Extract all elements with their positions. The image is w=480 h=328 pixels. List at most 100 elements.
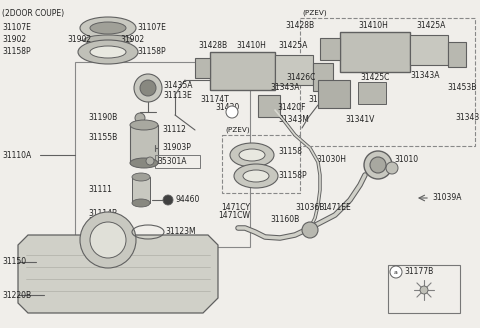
Text: 31110A: 31110A: [2, 151, 31, 159]
Text: 31453B: 31453B: [447, 84, 476, 92]
Text: 31113E: 31113E: [163, 92, 192, 100]
Text: 31420F: 31420F: [277, 104, 306, 113]
Text: 31150: 31150: [2, 257, 26, 266]
Text: 31158P: 31158P: [2, 48, 31, 56]
Circle shape: [364, 151, 392, 179]
Circle shape: [140, 80, 156, 96]
Text: 31220B: 31220B: [2, 291, 31, 299]
Text: 35301A: 35301A: [157, 157, 187, 167]
Ellipse shape: [130, 158, 158, 168]
Text: 31123M: 31123M: [165, 228, 196, 236]
Bar: [313, 63, 333, 91]
Text: 31036B: 31036B: [295, 203, 324, 213]
Text: 31158P: 31158P: [278, 172, 307, 180]
Text: 31155B: 31155B: [88, 133, 117, 142]
Text: 1471CW: 1471CW: [218, 212, 250, 220]
Text: 31107E: 31107E: [2, 23, 31, 31]
Text: 31010: 31010: [394, 155, 418, 165]
Ellipse shape: [130, 120, 158, 130]
Ellipse shape: [90, 22, 126, 34]
Text: 1140NF: 1140NF: [328, 48, 358, 56]
Text: 31158: 31158: [278, 148, 302, 156]
Text: 31428B: 31428B: [198, 42, 227, 51]
Bar: [132, 177, 150, 203]
Bar: [75, 62, 250, 247]
Bar: [410, 35, 448, 65]
Bar: [340, 32, 410, 72]
Circle shape: [90, 222, 126, 258]
Bar: [448, 42, 466, 67]
Ellipse shape: [78, 40, 138, 64]
Text: 31902: 31902: [120, 35, 144, 45]
Text: 31160B: 31160B: [270, 215, 299, 224]
Circle shape: [80, 212, 136, 268]
Text: 31425A: 31425A: [416, 22, 445, 31]
Text: 31410H: 31410H: [358, 22, 388, 31]
Polygon shape: [18, 235, 218, 313]
Circle shape: [134, 74, 162, 102]
Bar: [300, 18, 475, 146]
Bar: [155, 155, 200, 168]
Bar: [320, 38, 340, 60]
Text: 31343M: 31343M: [278, 115, 309, 125]
Text: 31343A: 31343A: [270, 84, 300, 92]
Text: 31902: 31902: [2, 35, 26, 45]
Bar: [130, 125, 158, 163]
Ellipse shape: [132, 199, 150, 207]
Text: 31435A: 31435A: [163, 80, 192, 90]
Text: 31428B: 31428B: [286, 22, 315, 31]
Bar: [258, 95, 280, 117]
Text: a: a: [394, 270, 398, 275]
Text: 31174T: 31174T: [200, 95, 229, 105]
Text: 31343M: 31343M: [455, 113, 480, 122]
Bar: [195, 58, 210, 78]
Text: 31343A: 31343A: [410, 72, 440, 80]
Text: 31903P: 31903P: [162, 144, 191, 153]
Text: 31112: 31112: [162, 126, 186, 134]
Ellipse shape: [90, 46, 126, 58]
Text: 31453B: 31453B: [308, 95, 337, 105]
Bar: [222, 135, 300, 193]
Text: 31425C: 31425C: [360, 73, 389, 83]
Text: a: a: [230, 110, 234, 114]
Text: 31158P: 31158P: [137, 48, 166, 56]
Ellipse shape: [84, 35, 132, 45]
Bar: [388, 265, 460, 313]
Text: 31177B: 31177B: [404, 268, 433, 277]
Text: 31114B: 31114B: [88, 210, 117, 218]
Text: 31111: 31111: [88, 186, 112, 195]
Text: 31341V: 31341V: [345, 115, 374, 125]
Text: 94460: 94460: [175, 195, 199, 204]
Ellipse shape: [230, 143, 274, 167]
Bar: [275, 55, 313, 85]
Text: (PZEV): (PZEV): [302, 10, 326, 16]
Circle shape: [226, 106, 238, 118]
Text: (2DOOR COUPE): (2DOOR COUPE): [2, 9, 64, 18]
Bar: [318, 80, 350, 108]
Text: (PZEV): (PZEV): [225, 127, 250, 133]
Circle shape: [135, 113, 145, 123]
Text: 1471EE: 1471EE: [322, 203, 351, 213]
Ellipse shape: [234, 164, 278, 188]
Ellipse shape: [239, 149, 265, 161]
Ellipse shape: [243, 170, 269, 182]
Circle shape: [386, 162, 398, 174]
Text: 31039A: 31039A: [432, 194, 461, 202]
Circle shape: [370, 157, 386, 173]
Circle shape: [146, 157, 154, 165]
Text: 31190B: 31190B: [88, 113, 117, 122]
Text: 31030H: 31030H: [316, 155, 346, 165]
Circle shape: [390, 266, 402, 278]
Text: 31116B: 31116B: [88, 217, 117, 227]
Ellipse shape: [132, 173, 150, 181]
Text: 31107E: 31107E: [137, 23, 166, 31]
Bar: [210, 52, 275, 90]
Text: 31426C: 31426C: [287, 73, 316, 83]
Text: 31425A: 31425A: [278, 42, 307, 51]
Text: 1471CY: 1471CY: [221, 203, 250, 213]
Text: 31902: 31902: [68, 35, 92, 45]
Circle shape: [302, 222, 318, 238]
Text: 31410H: 31410H: [236, 42, 266, 51]
Circle shape: [163, 195, 173, 205]
Circle shape: [420, 286, 428, 294]
